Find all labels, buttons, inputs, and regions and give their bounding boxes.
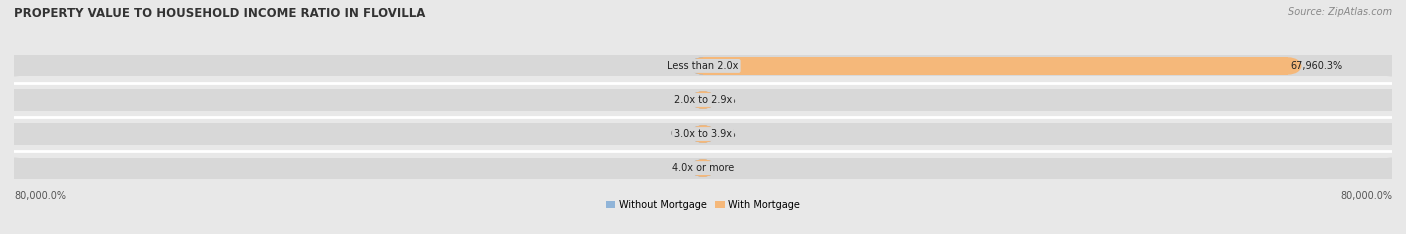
- Bar: [14, 157, 1392, 179]
- Ellipse shape: [0, 89, 30, 110]
- Ellipse shape: [690, 125, 716, 143]
- Ellipse shape: [690, 57, 716, 75]
- Text: 53.4%: 53.4%: [706, 95, 737, 105]
- Ellipse shape: [690, 125, 716, 143]
- Text: 26.0%: 26.0%: [706, 129, 735, 139]
- Ellipse shape: [1376, 89, 1406, 110]
- Ellipse shape: [0, 157, 30, 179]
- Ellipse shape: [690, 125, 717, 143]
- Ellipse shape: [1376, 124, 1406, 145]
- Ellipse shape: [690, 57, 716, 75]
- Text: Less than 2.0x: Less than 2.0x: [668, 61, 738, 71]
- Ellipse shape: [690, 91, 717, 109]
- Ellipse shape: [689, 159, 716, 177]
- Text: 21.7%: 21.7%: [671, 61, 700, 71]
- Text: 67,960.3%: 67,960.3%: [1291, 61, 1343, 71]
- Text: 0.71%: 0.71%: [671, 129, 702, 139]
- Text: Source: ZipAtlas.com: Source: ZipAtlas.com: [1288, 7, 1392, 17]
- Ellipse shape: [690, 57, 716, 75]
- Ellipse shape: [690, 91, 716, 109]
- Ellipse shape: [690, 159, 716, 177]
- Ellipse shape: [690, 91, 716, 109]
- Ellipse shape: [1376, 55, 1406, 77]
- Text: 2.0x to 2.9x: 2.0x to 2.9x: [673, 95, 733, 105]
- Text: 80,000.0%: 80,000.0%: [1340, 191, 1392, 201]
- Ellipse shape: [690, 125, 716, 143]
- Ellipse shape: [690, 91, 716, 109]
- Ellipse shape: [1275, 57, 1302, 75]
- Ellipse shape: [0, 124, 30, 145]
- Legend: Without Mortgage, With Mortgage: Without Mortgage, With Mortgage: [602, 196, 804, 214]
- Ellipse shape: [0, 55, 30, 77]
- Ellipse shape: [690, 159, 716, 177]
- Text: 3.0x to 3.9x: 3.0x to 3.9x: [673, 129, 733, 139]
- Bar: [14, 55, 1392, 77]
- Ellipse shape: [1376, 157, 1406, 179]
- Text: 80,000.0%: 80,000.0%: [14, 191, 66, 201]
- Text: 7.8%: 7.8%: [676, 95, 700, 105]
- Text: 65.8%: 65.8%: [669, 163, 700, 173]
- Text: 4.0x or more: 4.0x or more: [672, 163, 734, 173]
- Bar: [14, 124, 1392, 145]
- Text: PROPERTY VALUE TO HOUSEHOLD INCOME RATIO IN FLOVILLA: PROPERTY VALUE TO HOUSEHOLD INCOME RATIO…: [14, 7, 426, 20]
- Bar: [14, 89, 1392, 110]
- Bar: [703, 57, 1288, 75]
- Text: 1.5%: 1.5%: [704, 163, 730, 173]
- Ellipse shape: [690, 159, 716, 177]
